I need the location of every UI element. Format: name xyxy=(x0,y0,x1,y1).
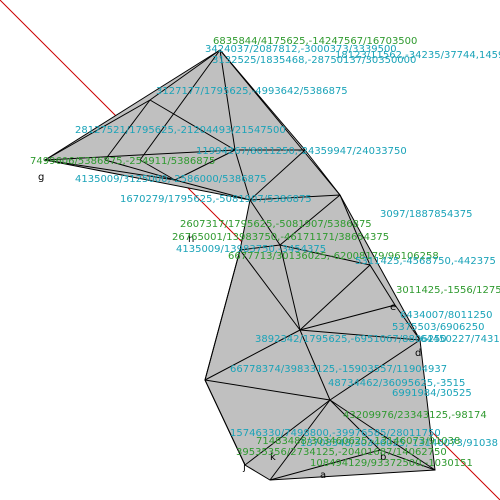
vertex-label-k: k xyxy=(270,452,276,463)
coord-label: 18123/11562,-34235/37744,14594375 xyxy=(335,50,500,61)
coord-label: 3424037/2087812,-3000373/3339500 xyxy=(205,44,397,55)
coord-label: 2607317/1795625,-5081907/5386875 xyxy=(180,219,372,230)
coord-label: 3127177/1795625,-4993642/5386875 xyxy=(156,86,348,97)
vertex-label-d: d xyxy=(415,348,421,359)
coord-label: 66778374/39833125,-15903557/11904937 xyxy=(230,364,447,375)
vertex-label-e: e xyxy=(390,302,396,313)
coord-label: 4135009/13983750,-3454375 xyxy=(176,244,326,255)
coord-label: 3892342/1795625,-6951067/8806250 xyxy=(255,334,447,345)
coord-label: 28127521/1795625,-21204493/21547500 xyxy=(75,125,286,136)
coord-label: 43209976/23343125,-98174 xyxy=(343,410,487,421)
vertex-label-g: g xyxy=(38,172,44,183)
vertex-label-a: a xyxy=(320,470,326,481)
triangulation-edges xyxy=(44,49,436,481)
coord-label: 5311425,-4568750,-442375 xyxy=(355,256,496,267)
vertex-label-b: b xyxy=(380,452,386,463)
coord-label: 3132525/1835468,-28750137/30350000 xyxy=(212,55,416,66)
coord-label: 26765001/13983750,-46171171/38654375 xyxy=(172,232,389,243)
coord-label: 108494129/93372500,-1030151 xyxy=(310,458,473,469)
coord-label: 7499606/5386875,-254911/5386875 xyxy=(30,156,215,167)
vertex-label-h: h xyxy=(188,234,194,245)
coord-label: 3011425,-1556/1275 xyxy=(396,285,500,296)
coord-label: 11994267/8011250,-24359947/24033750 xyxy=(196,146,407,157)
coord-label: 6835844/4175625,-14247567/16703500 xyxy=(213,36,417,47)
vertex-label-j: j xyxy=(242,462,246,473)
coord-label: 3097/1887854375 xyxy=(380,209,472,220)
coord-label: 48734462/36095625,-3515 xyxy=(328,378,465,389)
coord-label: 13708348/30346025,-13146073/91038 xyxy=(300,438,498,449)
coord-label: 71483488/303460625,-13146073/91038 xyxy=(256,436,460,447)
coord-label: 1670279/1795625,-5081907/5386875 xyxy=(120,194,312,205)
coord-label: 6991984/30525 xyxy=(392,388,472,399)
coord-label: 5375503/6906250 xyxy=(392,322,484,333)
coord-label: 4135009/3125000,-2586000/5386875 xyxy=(75,174,267,185)
coord-label: 6434007/8011250 xyxy=(400,310,492,321)
coord-label: 64450227/7431 xyxy=(420,334,500,345)
coord-label: 39535356/2734125,-20401687/14062750 xyxy=(236,447,447,458)
coord-label: 6677713/30136025,-62008179/96106258 xyxy=(228,251,439,262)
coord-label: 15746330/7498800,-39976585/28011750 xyxy=(230,428,441,439)
